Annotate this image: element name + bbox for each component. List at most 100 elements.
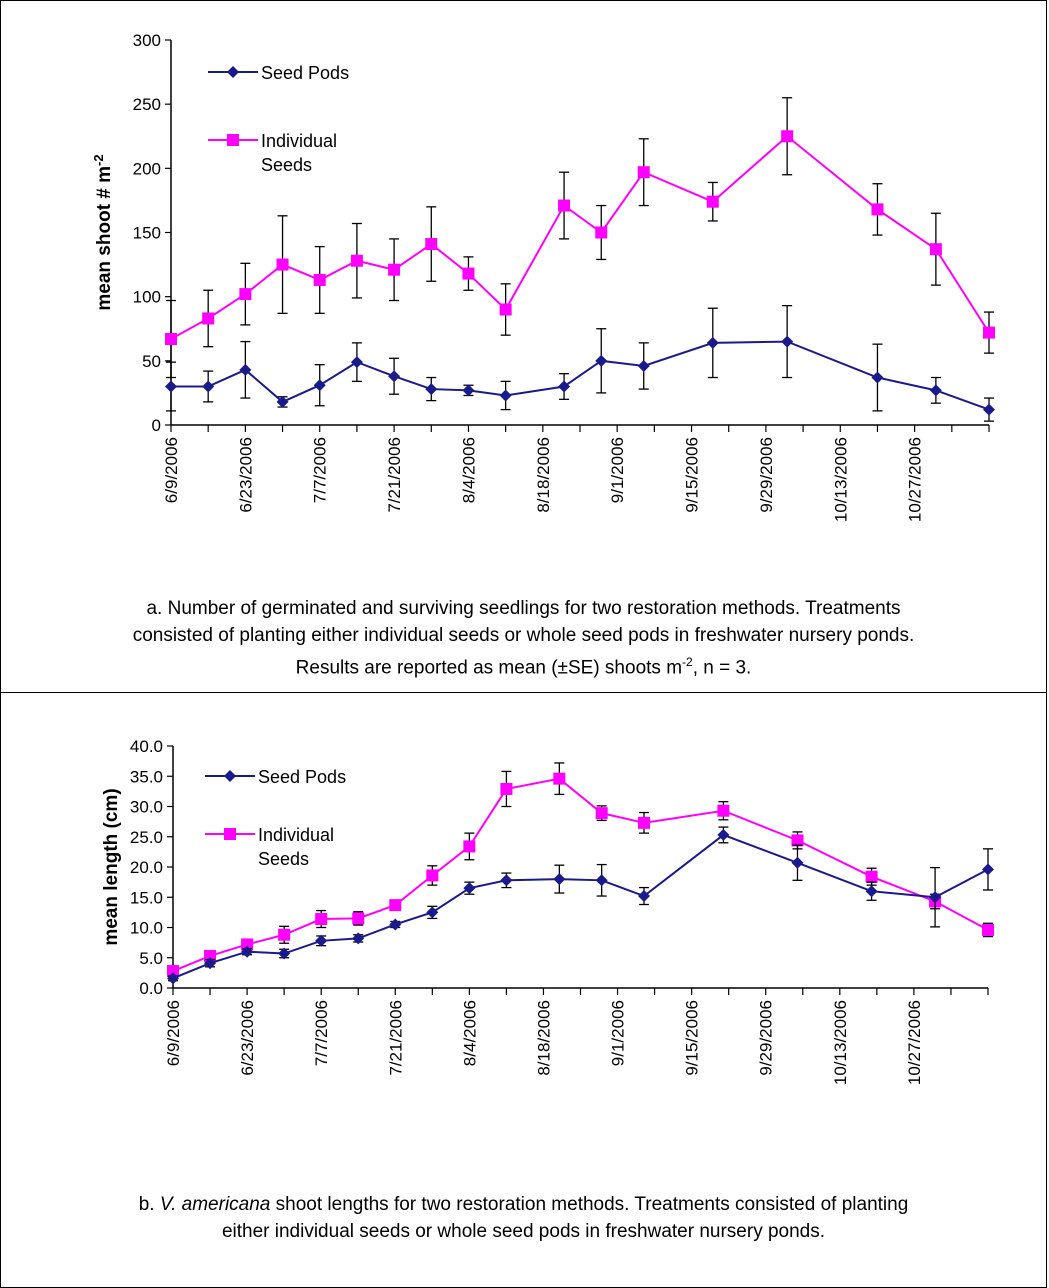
caption-b-line1: b. V. americana shoot lengths for two re… (10, 1191, 1037, 1218)
y-tick-label: 0.0 (139, 979, 163, 998)
x-tick-label: 10/13/2006 (831, 437, 850, 522)
individual-seeds-point (463, 840, 476, 853)
seed-pods-point (929, 384, 942, 397)
legend-individual-seeds-label-2: Seeds (258, 849, 309, 869)
individual-seeds-point (165, 333, 177, 346)
individual-seeds-point (558, 199, 571, 212)
individual-seeds-point (717, 804, 730, 817)
seed-pods-point (389, 918, 402, 931)
legend-individual-seeds-marker (227, 134, 239, 146)
seed-pods-point (276, 395, 289, 408)
chart-b: 0.0 5.0 10.0 15.0 20.0 25.0 30.0 35.0 40.0 6/9/20… (101, 737, 994, 1085)
seed-pods-point (499, 389, 512, 402)
seed-pods-point (637, 359, 650, 372)
legend-seed-pods-label: Seed Pods (258, 767, 346, 787)
x-tick-label: 8/4/2006 (460, 1000, 479, 1066)
x-tick-label: 7/7/2006 (312, 1000, 331, 1066)
individual-seeds-point (706, 195, 719, 208)
y-tick-label: 25.0 (130, 828, 163, 847)
caption-b: b. V. americana shoot lengths for two re… (10, 1191, 1037, 1245)
y-tick-label: 300 (133, 31, 161, 50)
y-tick-label: 50 (142, 352, 161, 371)
individual-seeds-point (553, 772, 566, 785)
legend-individual-seeds-label-1: Individual (261, 131, 337, 151)
individual-seeds-point (595, 807, 608, 820)
y-tick-label: 0 (152, 416, 161, 435)
seed-pods-point (315, 934, 328, 947)
y-axis-title: mean shoot # m-2 (91, 154, 116, 310)
seed-pods-point (929, 891, 942, 904)
seed-pods-line (171, 340, 990, 411)
seed-pods-point (388, 370, 401, 383)
legend-seed-pods-marker (224, 770, 236, 782)
y-tick-label: 200 (133, 159, 161, 178)
x-tick-label: 10/27/2006 (905, 1000, 924, 1085)
seed-pods-point (167, 972, 179, 985)
x-tick-label: 9/1/2006 (609, 1000, 628, 1066)
x-tick-label: 9/1/2006 (608, 437, 627, 503)
panel-b (0, 692, 1047, 1288)
individual-seeds-point (982, 923, 994, 936)
caption-a-line1: a. Number of germinated and surviving se… (146, 598, 901, 619)
legend-individual-seeds-label-1: Individual (258, 825, 334, 845)
individual-seeds-point (241, 938, 254, 951)
caption-a-line2: consisted of planting either individual … (132, 625, 915, 646)
caption-b-line1-suffix: shoot lengths for two restoration method… (270, 1194, 909, 1215)
seed-pods-point (202, 380, 215, 393)
seed-pods-point (595, 354, 608, 367)
individual-seeds-line (170, 134, 990, 340)
y-tick-label: 100 (133, 288, 161, 307)
seed-pods-point (865, 885, 878, 898)
x-tick-label: 9/29/2006 (757, 1000, 776, 1076)
legend-individual-seeds-marker (224, 828, 236, 840)
seed-pods-point (706, 336, 719, 349)
y-tick-label: 35.0 (130, 767, 163, 786)
seed-pods-point (462, 384, 475, 397)
x-tick-label: 6/9/2006 (164, 1000, 183, 1066)
y-tick-label: 10.0 (130, 919, 163, 938)
legend-individual-seeds-label-2: Seeds (261, 155, 312, 175)
individual-seeds-point (637, 166, 650, 179)
x-tick-label: 7/7/2006 (311, 437, 330, 503)
y-tick-label: 40.0 (130, 737, 163, 756)
legend-seed-pods-marker (227, 66, 239, 78)
chart-a: 0 50 100 150 200 250 300 6/9/2006 6/23/2006 7/7/2… (91, 31, 995, 522)
x-tick-label: 7/21/2006 (386, 1000, 405, 1076)
seed-pods-point (553, 873, 566, 886)
x-tick-label: 6/23/2006 (236, 437, 255, 513)
individual-seeds-point (595, 226, 608, 239)
caption-a-line3: Results are reported as mean (±SE) shoot… (10, 649, 1037, 681)
y-tick-label: 150 (133, 224, 161, 243)
caption-a-line3-suffix: , n = 3. (692, 657, 752, 679)
individual-seeds-point (388, 263, 401, 276)
individual-seeds-point (500, 782, 513, 795)
caption-b-line2: either individual seeds or whole seed po… (221, 1221, 826, 1242)
caption-b-line1-prefix: b. (138, 1194, 160, 1215)
individual-seeds-point (202, 312, 215, 325)
individual-seeds-point (352, 912, 365, 925)
y-axis-title: mean length (cm) (101, 788, 122, 945)
x-tick-label: 10/27/2006 (906, 437, 925, 522)
individual-seeds-point (499, 303, 512, 316)
individual-seeds-line (172, 777, 989, 972)
seed-pods-point (278, 947, 291, 960)
individual-seeds-point (313, 273, 326, 286)
seed-pods-point (313, 379, 326, 392)
seed-pods-point (871, 371, 884, 384)
x-tick-label: 6/9/2006 (162, 437, 181, 503)
x-tick-label: 8/18/2006 (534, 1000, 553, 1076)
x-tick-label: 6/23/2006 (238, 1000, 257, 1076)
individual-seeds-point (865, 870, 878, 883)
seed-pods-point (638, 890, 651, 903)
individual-seeds-point (239, 288, 252, 301)
seed-pods-point (463, 882, 476, 895)
individual-seeds-point (276, 258, 289, 271)
seed-pods-point (781, 335, 794, 348)
x-tick-label: 9/15/2006 (683, 437, 702, 513)
seed-pods-line (172, 833, 989, 980)
caption-b-species: V. americana (159, 1194, 271, 1215)
seed-pods-point (500, 874, 513, 887)
y-tick-label: 250 (133, 95, 161, 114)
x-tick-label: 9/15/2006 (683, 1000, 702, 1076)
y-tick-label: 15.0 (130, 888, 163, 907)
